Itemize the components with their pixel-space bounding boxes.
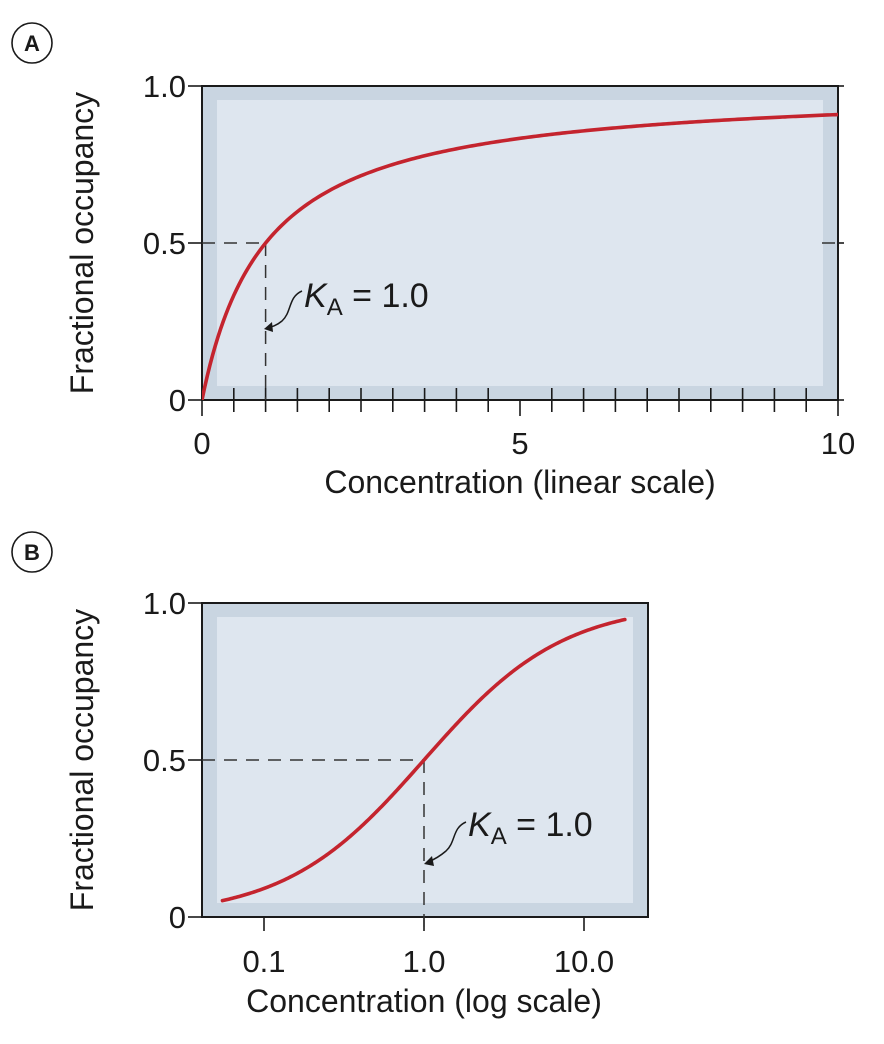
plot-b-ytick-label: 0: [169, 900, 186, 935]
plot-b-ka-label: KA = 1.0: [468, 806, 593, 850]
ka-subscript: A: [327, 294, 343, 321]
panel-a-letter: A: [24, 31, 40, 56]
plot-a-xtick-label: 0: [193, 426, 210, 461]
plot-a-ka-guides: [202, 242, 838, 400]
ka-symbol: K: [468, 806, 492, 844]
plot-a-x-axis-label: Concentration (linear scale): [324, 464, 715, 500]
plot-b-xtick-label: 0.1: [242, 944, 285, 979]
plot-a-ytick-label: 1.0: [143, 69, 186, 104]
plot-b-ka-annotation: KA = 1.0: [424, 806, 593, 866]
plot-b-y-axis-label: Fractional occupancy: [64, 609, 100, 911]
plot-b-xtick-label: 1.0: [402, 944, 445, 979]
panel-b: B 1.0 0.5 0 0.1 1.0 10.0 Concentration (…: [11, 531, 649, 1019]
plot-b-ytick-label: 0.5: [143, 743, 186, 778]
plot-a-ytick-label: 0.5: [143, 226, 186, 261]
plot-a-inner: [217, 100, 823, 386]
ka-value: = 1.0: [343, 277, 429, 315]
plot-a-ka-label: KA = 1.0: [304, 277, 429, 321]
plot-a-ytick-label: 0: [169, 383, 186, 418]
plot-a-occupancy-curve: [202, 112, 838, 400]
plot-a-ka-annotation: KA = 1.0: [264, 277, 429, 332]
ka-value: = 1.0: [507, 806, 593, 844]
plot-b-xtick-label: 10.0: [554, 944, 614, 979]
panel-b-badge: B: [11, 531, 53, 573]
plot-a-ticks: [188, 85, 844, 416]
plot-b-ytick-label: 1.0: [143, 586, 186, 621]
ka-symbol: K: [304, 277, 328, 315]
plot-a-xtick-label: 10: [821, 426, 855, 461]
plot-b-ka-arrowhead: [424, 856, 434, 866]
panel-a: A 1.0 0.5 0 0 5 10 Concentration (linear…: [11, 22, 855, 500]
panel-b-letter: B: [24, 540, 40, 565]
panel-a-badge: A: [11, 22, 53, 64]
plot-a-xtick-label: 5: [511, 426, 528, 461]
plot-b-x-axis-label: Concentration (log scale): [246, 983, 602, 1019]
plot-a-y-axis-label: Fractional occupancy: [64, 92, 100, 394]
plot-a-ka-arrowhead: [264, 322, 273, 332]
ka-subscript: A: [491, 823, 507, 850]
plot-b-ka-guides: [202, 759, 425, 931]
plot-b-occupancy-curve: [220, 617, 627, 903]
